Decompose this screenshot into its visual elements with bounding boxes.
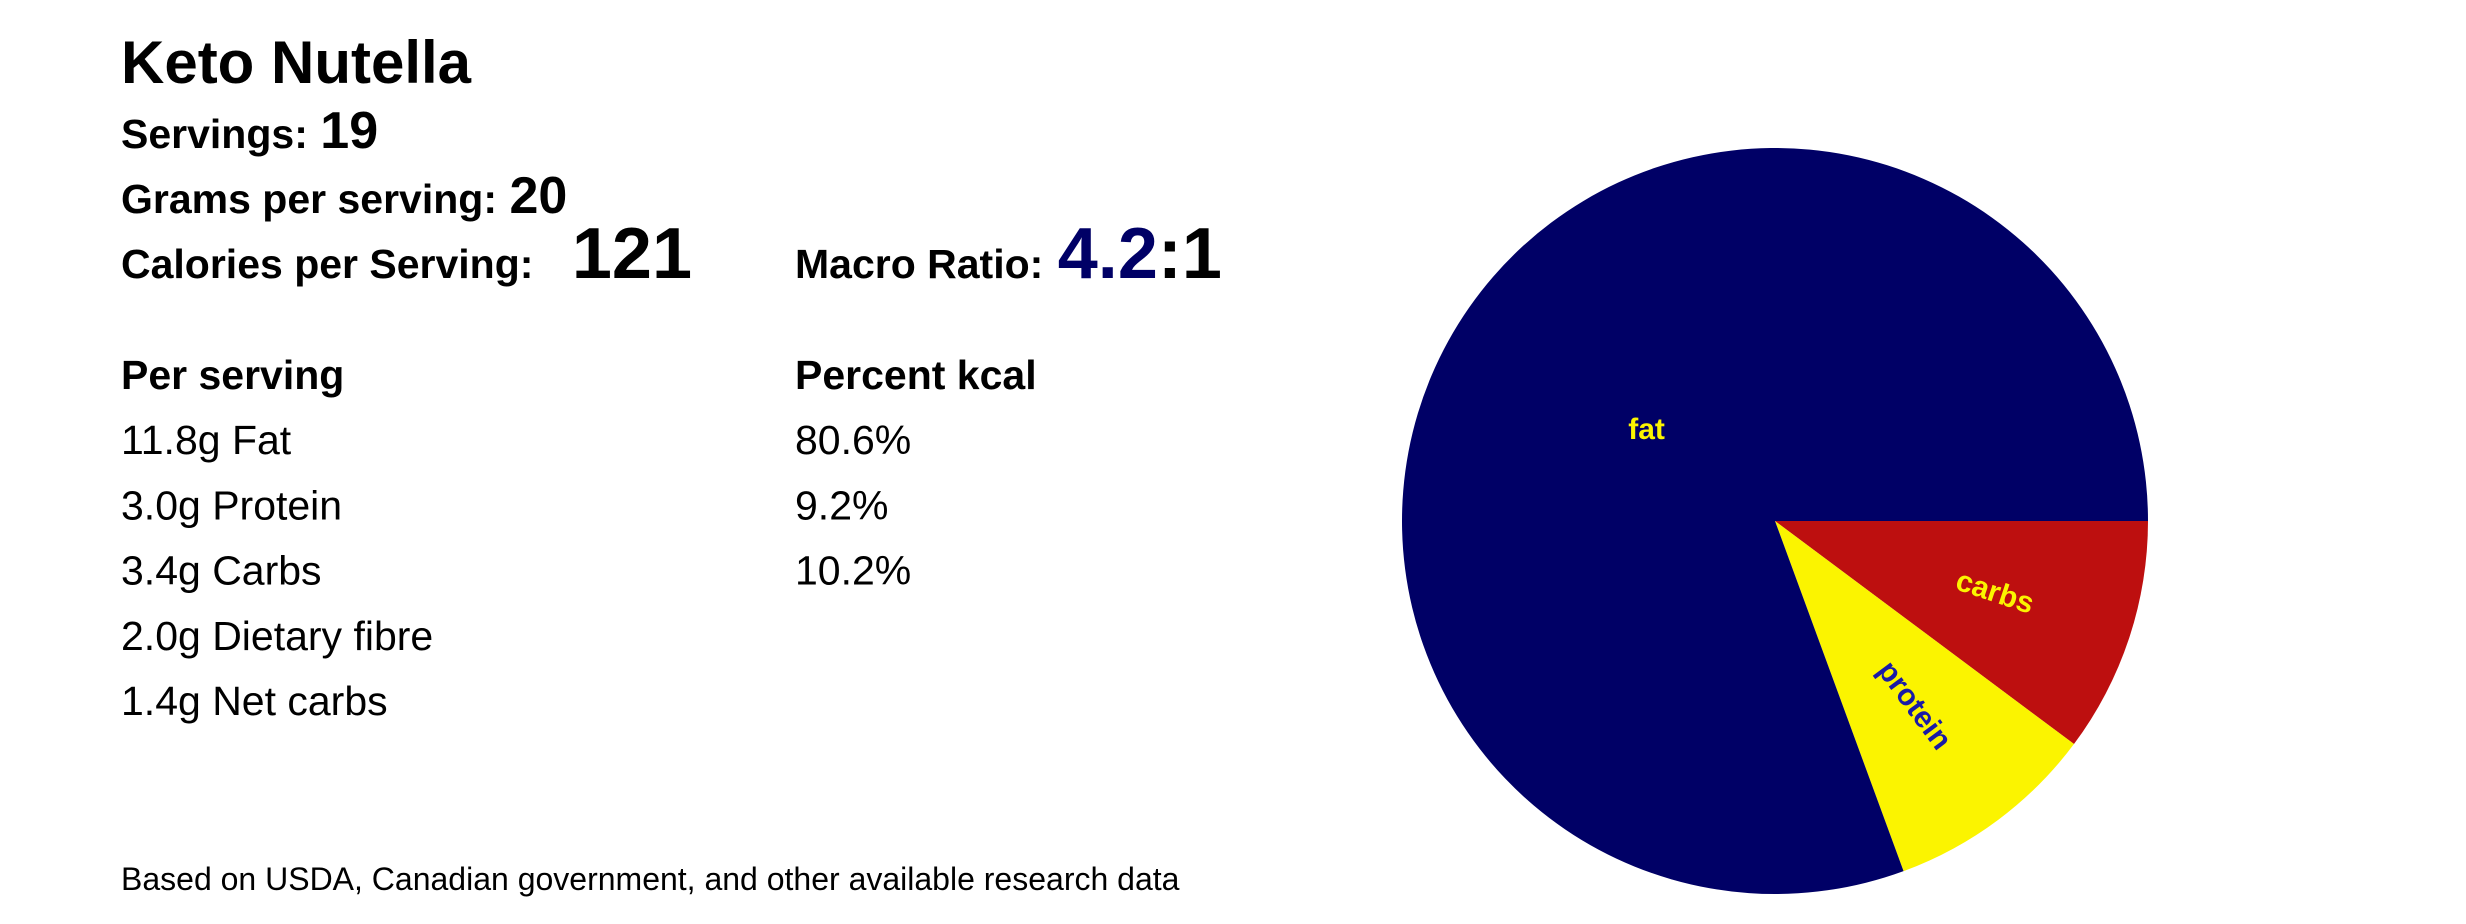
table-cell: 1.4g Net carbs (121, 678, 388, 724)
column-header: Per serving (121, 352, 344, 398)
pie-slice (1775, 521, 2074, 872)
table-cell: 3.0g Protein (121, 482, 342, 528)
servings-value: 19 (320, 102, 378, 160)
table-cell: 11.8g Fat (121, 417, 292, 463)
table-rows: 11.8g Fat 80.6% 3.0g Protein 9.2% 3.4g Carbs… (121, 417, 911, 724)
grams: Grams per serving: 20 (121, 167, 567, 225)
calories: Calories per Serving: 121 (121, 214, 692, 294)
table-cell: 80.6% (795, 417, 911, 463)
table-cell: 3.4g Carbs (121, 548, 322, 594)
table-cell: 9.2% (795, 482, 888, 528)
servings-label: Servings: (121, 111, 308, 157)
column-header: Percent kcal (795, 352, 1037, 398)
calories-value: 121 (572, 214, 692, 294)
macro-ratio-suffix: :1 (1158, 214, 1222, 294)
table-cell: 2.0g Dietary fibre (121, 613, 433, 659)
macro-ratio-value: 4.2 (1058, 214, 1158, 294)
grams-label: Grams per serving: (121, 176, 497, 222)
macro-ratio: Macro Ratio: 4.2:1 (795, 214, 1222, 294)
slice-label: fat (1628, 413, 1665, 446)
recipe-title: Keto Nutella (121, 29, 472, 96)
pie-slice (1775, 521, 2148, 745)
grams-value: 20 (509, 167, 567, 225)
calories-label: Calories per Serving: (121, 241, 533, 287)
macro-ratio-label: Macro Ratio: (795, 241, 1043, 287)
footnote: Based on USDA, Canadian government, and … (121, 861, 1180, 897)
pie-slice (1402, 147, 2148, 894)
servings: Servings: 19 (121, 102, 378, 160)
table-cell: 10.2% (795, 548, 911, 594)
